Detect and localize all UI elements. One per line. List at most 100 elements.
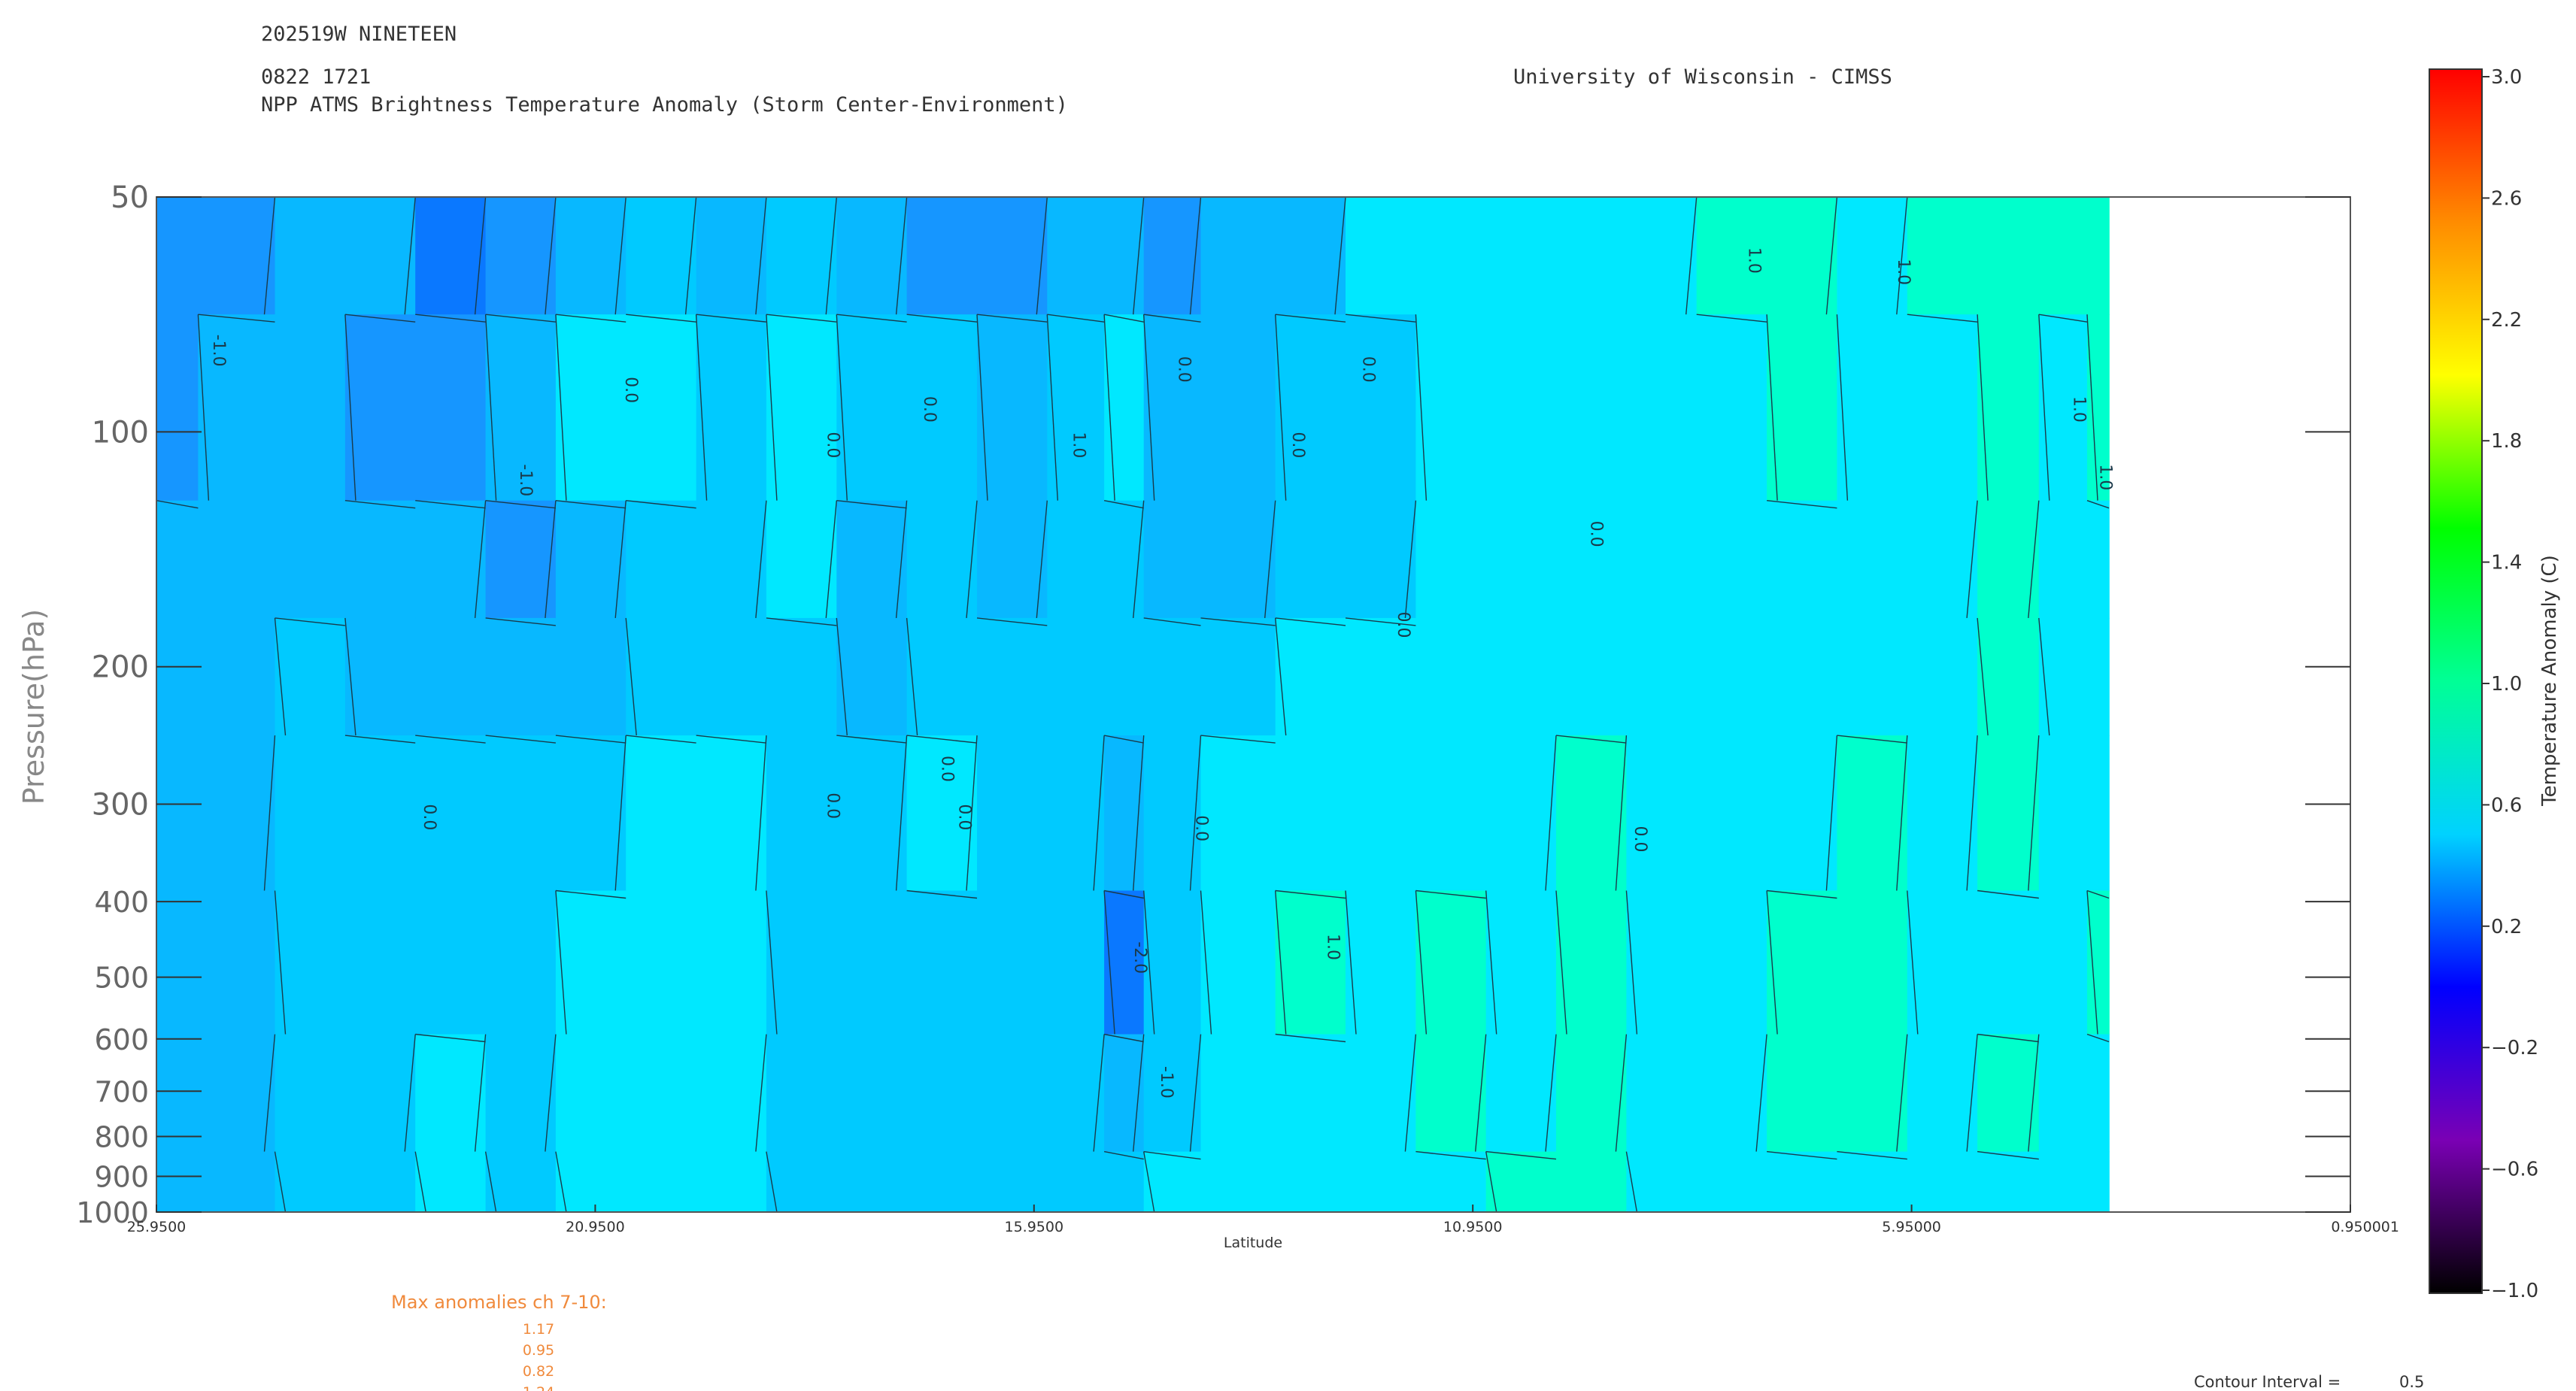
contour-line xyxy=(404,1034,416,1152)
contour-line xyxy=(555,500,627,509)
heatmap-cell xyxy=(1907,890,1978,1035)
heatmap-cell xyxy=(696,1151,767,1212)
heatmap-cell xyxy=(766,314,837,502)
max-anomaly-value: 0.95 xyxy=(523,1342,554,1359)
x-tick-label: 0.950001 xyxy=(2331,1219,2399,1235)
heatmap-cell xyxy=(1275,500,1346,619)
heatmap-cell xyxy=(696,890,767,1035)
heatmap-cell xyxy=(198,735,276,892)
product-title: NPP ATMS Brightness Temperature Anomaly … xyxy=(261,93,1068,117)
contour-line xyxy=(906,314,978,323)
heatmap-cell xyxy=(1143,314,1202,502)
plot-frame xyxy=(156,196,2351,1213)
contour-line xyxy=(1275,889,1346,899)
heatmap-cell xyxy=(1696,1151,1767,1212)
heatmap-cell xyxy=(836,1034,908,1153)
contour-label: 0.0 xyxy=(1394,612,1412,638)
heatmap-cell xyxy=(415,890,487,1035)
contour-label: 0.0 xyxy=(824,432,842,458)
contour-line xyxy=(2038,314,2088,323)
contour-line xyxy=(895,197,908,315)
heatmap-cell xyxy=(1346,314,1416,502)
contour-line xyxy=(344,617,357,736)
contour-line xyxy=(1685,197,1698,315)
contour-line xyxy=(836,500,907,509)
heatmap-cell xyxy=(1275,1151,1346,1212)
y-tick-label: 200 xyxy=(92,650,149,685)
heatmap-cell xyxy=(1977,890,2040,1035)
heatmap-cell xyxy=(1047,617,1105,736)
contour-line xyxy=(755,735,767,891)
contour-line xyxy=(2086,889,2110,899)
contour-line xyxy=(1036,197,1048,315)
contour-line xyxy=(344,735,416,744)
heatmap-cell xyxy=(1696,314,1767,502)
contour-line xyxy=(415,1033,486,1043)
contour-line xyxy=(474,1034,487,1152)
heatmap-cell xyxy=(275,617,346,736)
contour-line xyxy=(1093,1034,1105,1152)
heatmap-cell xyxy=(1556,735,1627,892)
heatmap-cell xyxy=(1346,890,1416,1035)
heatmap-cell xyxy=(2087,890,2110,1035)
heatmap-cell xyxy=(1696,500,1767,619)
heatmap-cell xyxy=(344,500,416,619)
contour-line xyxy=(414,1151,426,1212)
heatmap-cell xyxy=(485,735,557,892)
heatmap-cell xyxy=(1626,314,1698,502)
heatmap-cell xyxy=(2038,197,2088,315)
heatmap-cell xyxy=(2087,500,2110,619)
contour-line xyxy=(976,314,1048,323)
heatmap-cell xyxy=(1275,617,1346,736)
heatmap-cell xyxy=(1556,314,1627,502)
heatmap-cell xyxy=(977,314,1048,502)
y-tick-label: 300 xyxy=(92,787,149,822)
heatmap-cell xyxy=(555,1151,627,1212)
contour-line xyxy=(1485,890,1497,1035)
contour-line xyxy=(976,617,1048,626)
heatmap-cell xyxy=(2087,1151,2110,1212)
x-tick-label: 20.9500 xyxy=(566,1219,625,1235)
max-anomalies-panel: Max anomalies ch 7-10: 1.17 0.95 0.82 1.24 xyxy=(391,1292,607,1391)
contour-line xyxy=(1275,314,1287,501)
heatmap-cell xyxy=(485,890,557,1035)
contour-label: 0.0 xyxy=(1587,521,1606,547)
heatmap-cell xyxy=(275,500,346,619)
contour-line xyxy=(1696,314,1767,323)
contour-line xyxy=(1767,500,1837,509)
contour-line xyxy=(1275,890,1287,1035)
contour-line xyxy=(836,314,907,323)
heatmap-cell xyxy=(1143,500,1202,619)
heatmap-cell xyxy=(275,890,346,1035)
contour-line xyxy=(1555,735,1627,744)
contour-line xyxy=(1264,500,1276,618)
contour-line xyxy=(825,500,837,618)
max-anomalies-title: Max anomalies ch 7-10: xyxy=(391,1292,607,1313)
contour-line xyxy=(485,314,556,323)
heatmap-cell xyxy=(1837,890,1908,1035)
contour-line xyxy=(1103,1033,1144,1043)
contour-label: 1.0 xyxy=(1069,432,1088,458)
colorbar-tick-label: 2.6 xyxy=(2491,187,2522,210)
heatmap-cell xyxy=(766,1034,837,1153)
contour-line xyxy=(1143,314,1155,501)
contour-label: 1.0 xyxy=(2096,464,2115,490)
heatmap-cell xyxy=(626,314,697,502)
heatmap-cell xyxy=(2038,1151,2088,1212)
contour-line xyxy=(766,314,837,323)
contour-line xyxy=(1345,314,1416,323)
heatmap-cell xyxy=(344,735,416,892)
contour-line xyxy=(1345,890,1357,1035)
contour-line xyxy=(484,314,497,501)
heatmap-cell xyxy=(1556,1034,1627,1153)
heatmap-cell xyxy=(1837,1151,1908,1212)
contour-line xyxy=(545,1034,557,1152)
heatmap-cell xyxy=(415,735,487,892)
contour-line xyxy=(1767,1150,1837,1160)
heatmap-cell xyxy=(906,197,978,315)
contour-label: 1.0 xyxy=(1894,259,1913,285)
heatmap-cell xyxy=(1047,500,1105,619)
contour-line xyxy=(1345,617,1416,626)
contour-line xyxy=(1334,197,1346,315)
heatmap-cell xyxy=(1626,617,1698,736)
